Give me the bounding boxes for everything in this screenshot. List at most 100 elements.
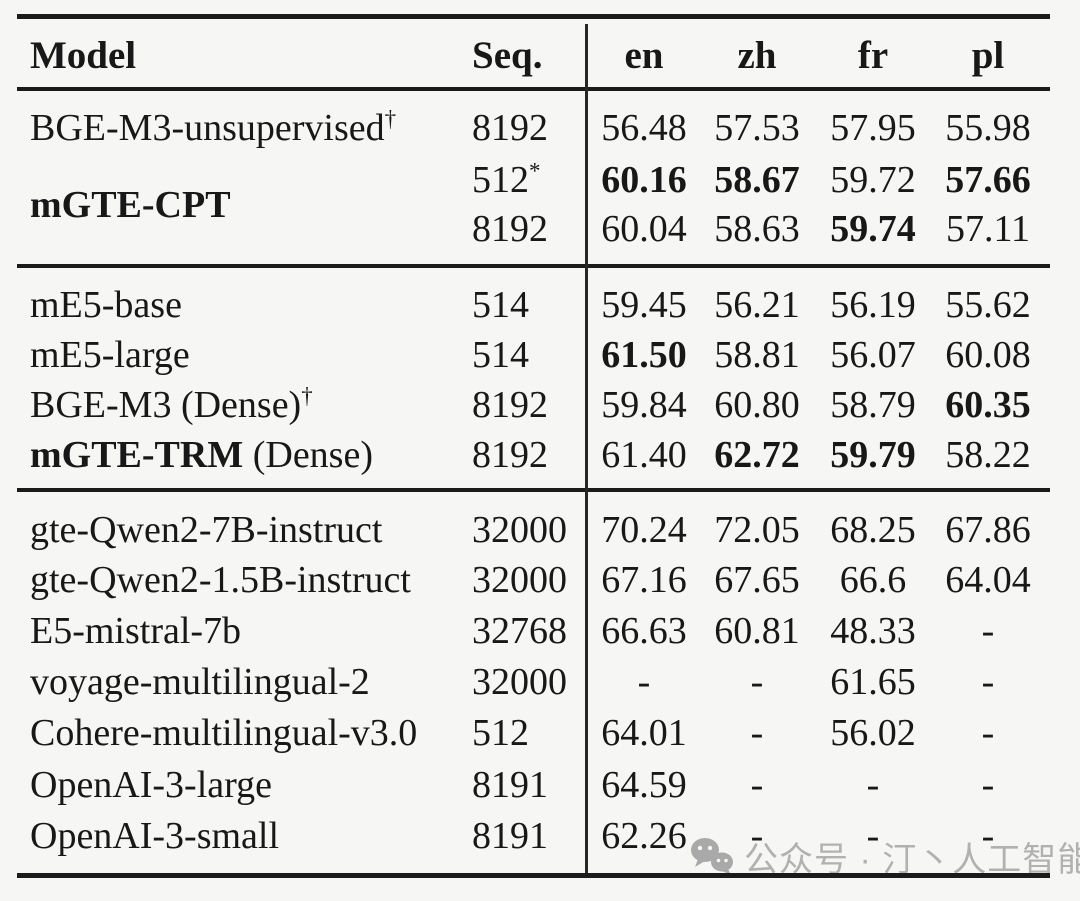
score-cell-en: 61.40 xyxy=(601,434,687,476)
asterisk-footnote-marker: * xyxy=(529,158,541,184)
score-cell-fr: 57.95 xyxy=(830,107,916,149)
col-header-zh: zh xyxy=(737,34,777,77)
score-cell-zh: 57.53 xyxy=(714,107,800,149)
table-top-rule xyxy=(17,14,1050,19)
model-cell: mGTE-TRM (Dense) xyxy=(30,434,373,476)
seq-cell: 32000 xyxy=(472,509,567,551)
table-row: BGE-M3-unsupervised† 8192 56.48 57.53 57… xyxy=(0,103,1080,153)
dagger-footnote-marker: † xyxy=(301,383,313,409)
score-cell-zh: 56.21 xyxy=(714,284,800,326)
score-cell-en: 61.50 xyxy=(601,334,687,376)
table-bottom-rule xyxy=(17,873,1050,878)
score-cell-pl: 67.86 xyxy=(945,509,1031,551)
score-cell-pl: 60.35 xyxy=(945,384,1031,426)
score-cell-fr: 59.79 xyxy=(830,434,916,476)
score-cell-zh: 58.67 xyxy=(714,159,800,201)
score-cell-fr: 61.65 xyxy=(830,661,916,703)
col-header-fr: fr xyxy=(857,34,889,77)
table-row: mE5-large 514 61.50 58.81 56.07 60.08 xyxy=(0,330,1080,380)
table-row: gte-Qwen2-1.5B-instruct 32000 67.16 67.6… xyxy=(0,555,1080,605)
table-row: 512* 60.16 58.67 59.72 57.66 xyxy=(0,155,1080,205)
table-column-divider xyxy=(585,24,588,873)
score-cell-fr: 48.33 xyxy=(830,610,916,652)
seq-cell: 8192 xyxy=(472,434,548,476)
score-cell-pl: - xyxy=(981,712,995,754)
table-row: BGE-M3 (Dense)† 8192 59.84 60.80 58.79 6… xyxy=(0,380,1080,430)
score-cell-zh: - xyxy=(750,815,764,857)
score-cell-pl: 55.98 xyxy=(945,107,1031,149)
score-cell-pl: - xyxy=(981,610,995,652)
model-cell: mE5-base xyxy=(30,284,182,326)
score-cell-pl: - xyxy=(981,815,995,857)
table-row: mE5-base 514 59.45 56.21 56.19 55.62 xyxy=(0,280,1080,330)
score-cell-en: 60.16 xyxy=(601,159,687,201)
score-cell-en: 64.59 xyxy=(601,764,687,806)
score-cell-en: 67.16 xyxy=(601,559,687,601)
score-cell-en: 62.26 xyxy=(601,815,687,857)
seq-cell: 32000 xyxy=(472,661,567,703)
table-header-rule xyxy=(17,87,1050,91)
score-cell-zh: 67.65 xyxy=(714,559,800,601)
seq-cell: 8191 xyxy=(472,815,548,857)
model-cell: voyage-multilingual-2 xyxy=(30,661,370,703)
score-cell-pl: 57.66 xyxy=(945,159,1031,201)
score-cell-pl: 60.08 xyxy=(945,334,1031,376)
seq-cell: 512* xyxy=(472,158,541,201)
model-cell-mgte-cpt: mGTE-CPT xyxy=(30,184,231,226)
score-cell-fr: - xyxy=(866,764,880,806)
score-cell-en: 64.01 xyxy=(601,712,687,754)
watermark: 公众号 · 汀丶人工智能 xyxy=(690,834,1080,879)
score-cell-pl: 57.11 xyxy=(945,208,1031,250)
score-cell-fr: 56.07 xyxy=(830,334,916,376)
score-cell-pl: - xyxy=(981,661,995,703)
watermark-text: 公众号 · 汀丶人工智能 xyxy=(744,840,1080,879)
model-cell: gte-Qwen2-7B-instruct xyxy=(30,509,383,551)
score-cell-fr: 56.02 xyxy=(830,712,916,754)
score-cell-en: 59.45 xyxy=(601,284,687,326)
score-cell-fr: 59.72 xyxy=(830,159,916,201)
table-row: mGTE-TRM (Dense) 8192 61.40 62.72 59.79 … xyxy=(0,430,1080,480)
score-cell-pl: 64.04 xyxy=(945,559,1031,601)
score-cell-en: 60.04 xyxy=(601,208,687,250)
model-cell: OpenAI-3-large xyxy=(30,764,272,806)
table-row: gte-Qwen2-7B-instruct 32000 70.24 72.05 … xyxy=(0,505,1080,555)
score-cell-zh: 60.80 xyxy=(714,384,800,426)
score-cell-pl: - xyxy=(981,764,995,806)
seq-cell: 8191 xyxy=(472,764,548,806)
score-cell-zh: - xyxy=(750,712,764,754)
table-row: OpenAI-3-large 8191 64.59 - - - xyxy=(0,760,1080,810)
model-cell: E5-mistral-7b xyxy=(30,610,242,652)
table-row: E5-mistral-7b 32768 66.63 60.81 48.33 - xyxy=(0,606,1080,656)
seq-cell: 8192 xyxy=(472,384,548,426)
seq-cell: 514 xyxy=(472,334,529,376)
col-header-model: Model xyxy=(30,34,137,77)
score-cell-en: - xyxy=(637,661,651,703)
table-row: Cohere-multilingual-v3.0 512 64.01 - 56.… xyxy=(0,708,1080,758)
score-cell-fr: 68.25 xyxy=(830,509,916,551)
score-cell-en: 70.24 xyxy=(601,509,687,551)
score-cell-fr: 56.19 xyxy=(830,284,916,326)
model-cell: BGE-M3 (Dense)† xyxy=(30,383,313,426)
score-cell-fr: - xyxy=(866,815,880,857)
wechat-chat-bubbles-icon xyxy=(691,838,733,875)
score-cell-fr: 59.74 xyxy=(830,208,916,250)
table-group-separator-2 xyxy=(17,488,1050,492)
table-row: 8192 60.04 58.63 59.74 57.11 xyxy=(0,204,1080,254)
col-header-pl: pl xyxy=(971,34,1005,77)
col-header-seq: Seq. xyxy=(472,34,543,77)
score-cell-zh: 62.72 xyxy=(714,434,800,476)
seq-cell: 32768 xyxy=(472,610,567,652)
seq-cell: 32000 xyxy=(472,559,567,601)
seq-cell: 8192 xyxy=(472,107,548,149)
score-cell-zh: - xyxy=(750,661,764,703)
score-cell-fr: 66.6 xyxy=(839,559,907,601)
model-cell: mE5-large xyxy=(30,334,190,376)
score-cell-fr: 58.79 xyxy=(830,384,916,426)
score-cell-zh: 58.63 xyxy=(714,208,800,250)
table-row: voyage-multilingual-2 32000 - - 61.65 - xyxy=(0,657,1080,707)
score-cell-zh: 60.81 xyxy=(714,610,800,652)
seq-cell: 512 xyxy=(472,712,529,754)
model-cell: OpenAI-3-small xyxy=(30,815,280,857)
score-cell-zh: - xyxy=(750,764,764,806)
seq-cell: 8192 xyxy=(472,208,548,250)
